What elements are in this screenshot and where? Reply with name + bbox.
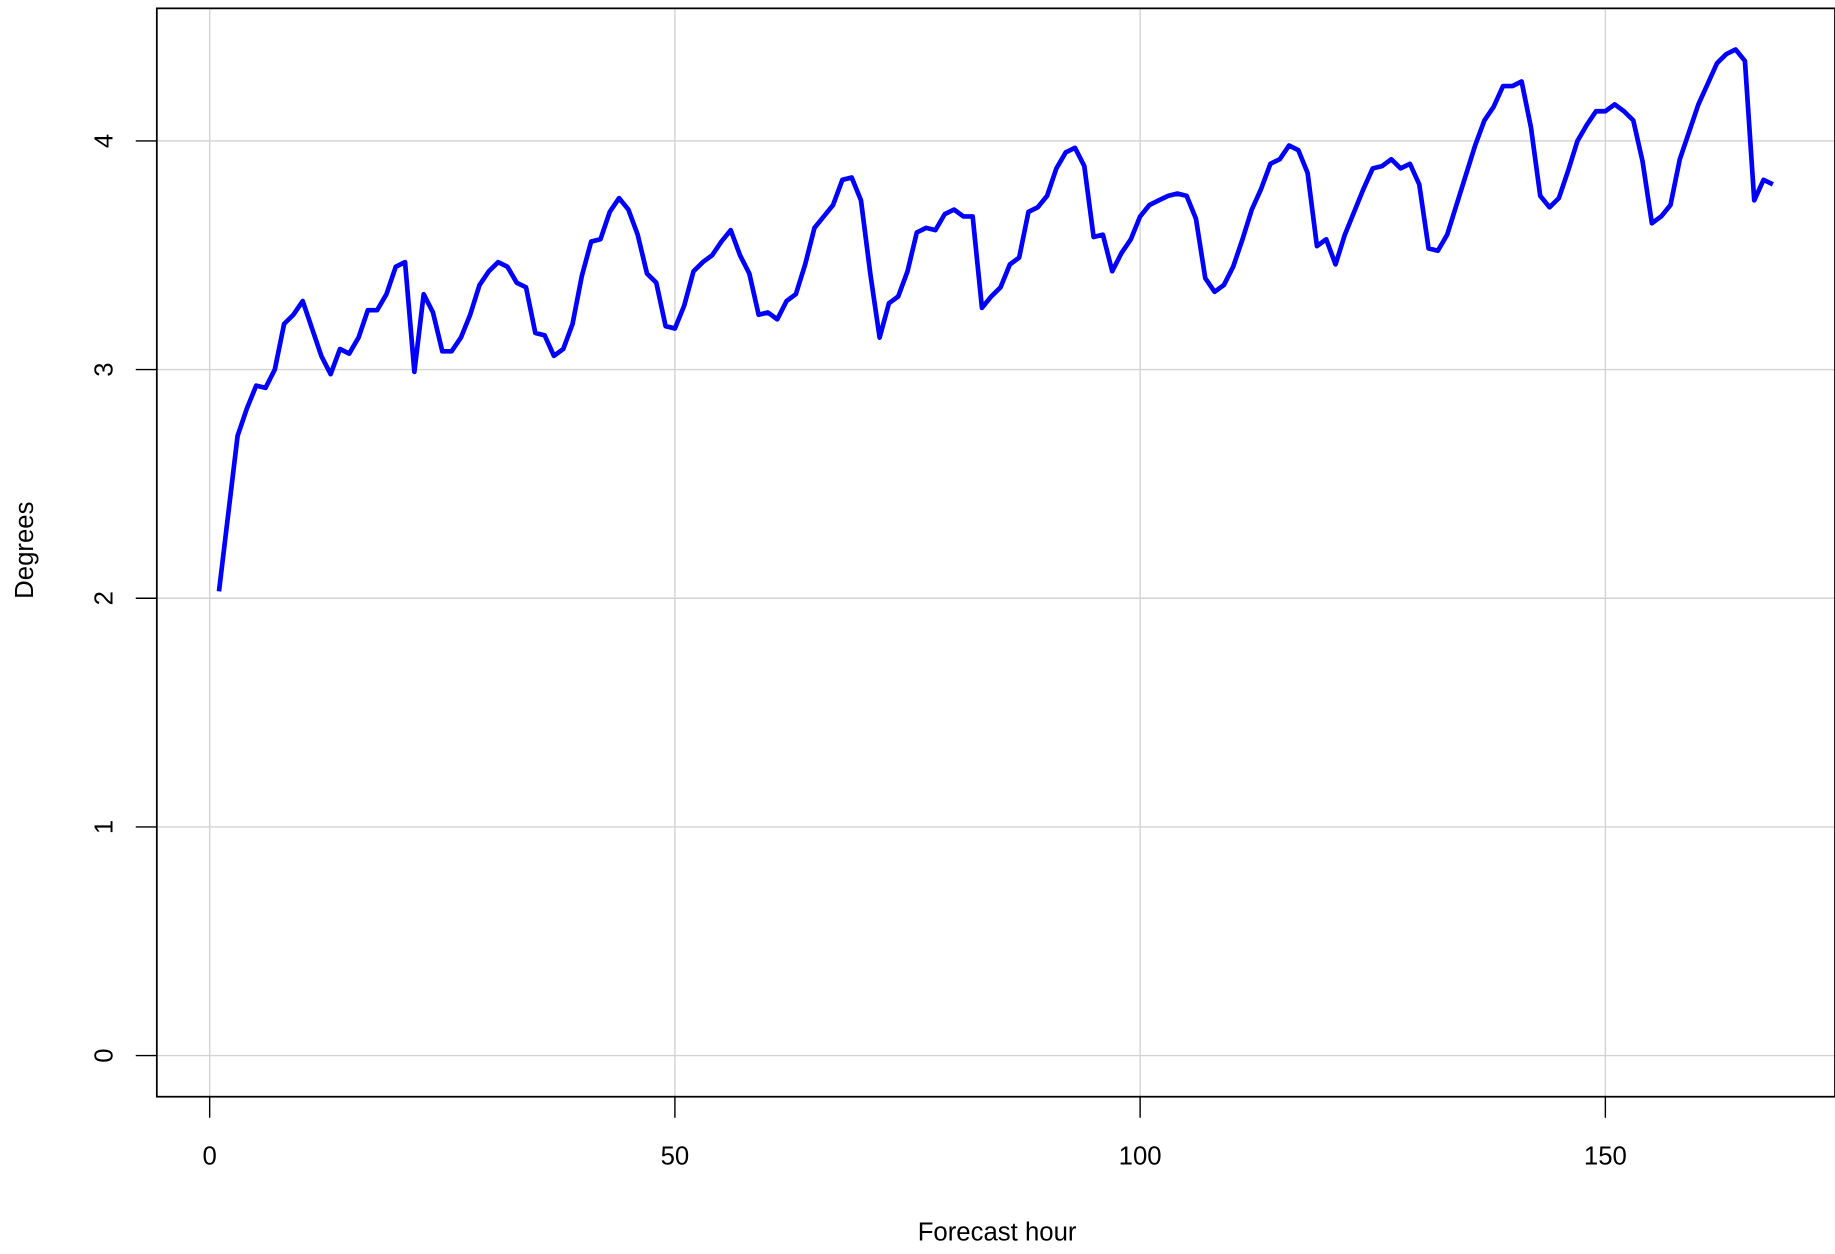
plot-frame	[155, 7, 1835, 1098]
y-tick-label: 2	[90, 591, 118, 605]
x-tick-label: 0	[203, 1143, 217, 1171]
x-tick-label: 150	[1584, 1143, 1627, 1171]
x-axis-label: Forecast hour	[918, 1219, 1077, 1247]
x-tick-label: 50	[661, 1143, 690, 1171]
y-tick-label: 0	[90, 1048, 118, 1062]
y-axis-label: Degrees	[11, 502, 39, 599]
y-tick-label: 1	[90, 820, 118, 834]
y-tick-label: 3	[90, 362, 118, 376]
y-tick-label: 4	[90, 134, 118, 148]
x-tick-label: 100	[1119, 1143, 1162, 1171]
data-line	[216, 47, 1774, 592]
